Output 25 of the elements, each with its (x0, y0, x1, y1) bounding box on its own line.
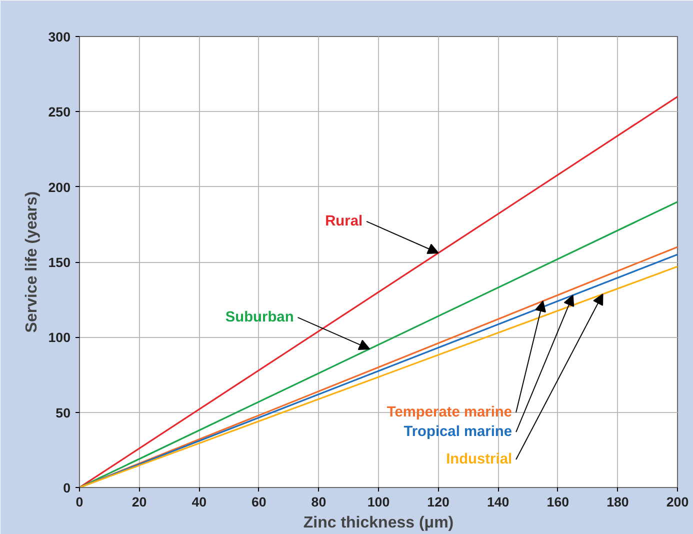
y-tick-label: 250 (48, 104, 71, 120)
x-tick-label: 200 (666, 494, 689, 510)
x-tick-label: 140 (486, 494, 510, 510)
x-tick-label: 100 (367, 494, 390, 510)
text: Temperate marine (386, 404, 512, 420)
text: Industrial (446, 452, 512, 468)
x-tick-label: 80 (311, 494, 326, 510)
text: Tropical marine (404, 424, 512, 440)
x-tick-label: 60 (251, 494, 266, 510)
text: Rural (325, 213, 363, 230)
x-tick-label: 180 (606, 494, 629, 510)
x-tick-label: 120 (427, 494, 450, 510)
x-axis-title: Zinc thickness (μm) (303, 514, 454, 532)
x-tick-label: 40 (192, 494, 207, 510)
y-tick-label: 300 (48, 30, 71, 44)
x-tick-label: 160 (546, 494, 570, 510)
y-axis-title: Service life (years) (23, 191, 40, 333)
y-tick-label: 100 (48, 330, 71, 346)
y-tick-label: 50 (56, 405, 71, 420)
text: Suburban (225, 309, 294, 326)
x-tick-label: 20 (132, 494, 147, 510)
x-tick-label: 0 (76, 494, 84, 510)
y-tick-label: 0 (63, 480, 71, 496)
y-tick-label: 150 (48, 255, 71, 270)
y-tick-label: 200 (48, 180, 71, 195)
